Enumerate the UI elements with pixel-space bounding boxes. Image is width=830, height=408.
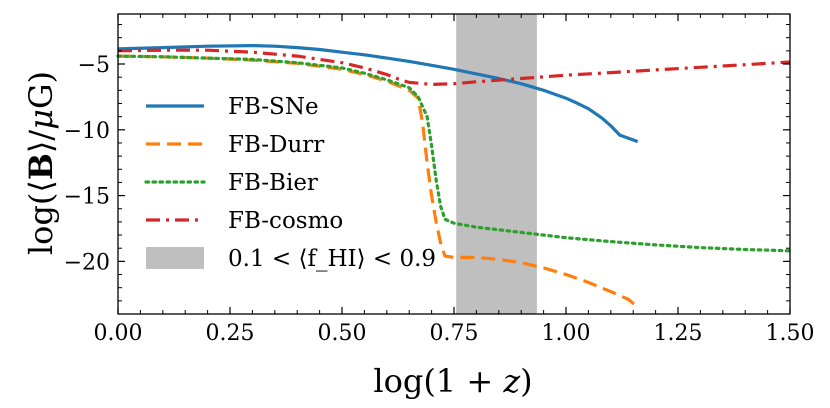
legend-label-fb-sne: FB-SNe [228, 94, 319, 120]
y-tick-label: −10 [64, 119, 110, 144]
y-tick-label: −15 [64, 185, 110, 210]
legend-label-fb-durr: FB-Durr [228, 132, 324, 158]
legend-label-fb-cosmo: FB-cosmo [228, 208, 343, 234]
x-axis-label: log(1 + z) [373, 362, 532, 400]
x-tick-label: 1.50 [766, 321, 815, 346]
x-tick-label: 1.25 [654, 321, 703, 346]
x-tick-label: 0.75 [430, 321, 479, 346]
x-tick-label: 1.00 [542, 321, 591, 346]
series-line-fb-bier [116, 54, 792, 253]
series-line-fb-sne [117, 43, 639, 144]
legend-label-fb-bier: FB-Bier [228, 170, 318, 196]
y-tick-label: −5 [78, 53, 110, 78]
series-line-fb-cosmo [117, 48, 791, 87]
x-tick-label: 0.00 [94, 321, 143, 346]
legend-swatch-shaded-region [146, 247, 204, 269]
x-tick-label: 0.50 [318, 321, 367, 346]
y-axis-label: log(⟨B⟩/μG) [22, 71, 60, 255]
y-tick-label: −20 [64, 250, 110, 275]
legend-label-shaded-region: 0.1 < ⟨f_HI⟩ < 0.9 [228, 246, 436, 272]
shaded-region-fhi [456, 14, 537, 314]
x-tick-label: 0.25 [206, 321, 255, 346]
